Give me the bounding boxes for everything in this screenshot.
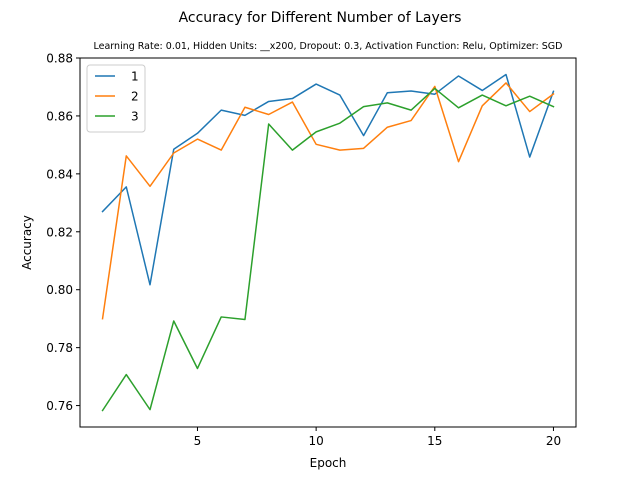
chart-title: Accuracy for Different Number of Layers [179,10,462,26]
chart-subtitle: Learning Rate: 0.01, Hidden Units: __x20… [94,41,563,52]
y-tick-label: 0.84 [46,167,73,181]
y-tick-label: 0.80 [46,283,73,297]
legend: 1 2 3 [86,64,146,133]
y-axis-ticks: 0.76 0.78 0.80 0.82 0.84 0.86 0.88 [46,52,80,413]
y-tick-label: 0.86 [46,109,73,123]
series-line-1 [101,73,555,286]
legend-label-2: 2 [131,90,139,104]
x-axis-label: Epoch [310,456,347,470]
plot-frame [79,57,577,428]
x-tick-label: 20 [546,434,561,448]
x-tick-label: 10 [308,434,323,448]
x-tick-label: 15 [427,434,442,448]
series-line-3 [101,87,555,412]
series-line-2 [101,82,555,320]
y-tick-label: 0.76 [46,399,73,413]
plot-content [101,73,555,412]
legend-label-1: 1 [131,70,139,84]
y-tick-label: 0.88 [46,52,73,66]
x-tick-label: 5 [194,434,202,448]
y-tick-label: 0.82 [46,225,73,239]
y-tick-label: 0.78 [46,341,73,355]
x-axis-ticks: 5 10 15 20 [194,427,561,448]
y-axis-label: Accuracy [20,215,34,270]
legend-label-3: 3 [131,110,139,124]
